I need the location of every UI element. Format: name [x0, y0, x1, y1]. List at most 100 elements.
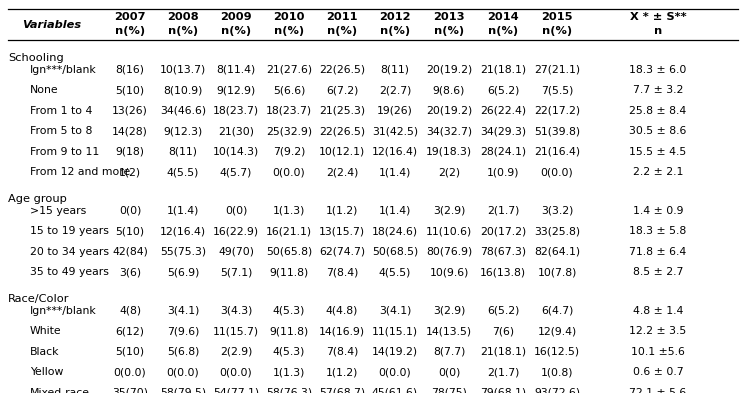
Text: 3(2.9): 3(2.9) — [433, 306, 466, 316]
Text: 7.7 ± 3.2: 7.7 ± 3.2 — [633, 85, 683, 95]
Text: 35 to 49 years: 35 to 49 years — [30, 267, 109, 277]
Text: 2011: 2011 — [326, 11, 358, 22]
Text: 18(24.6): 18(24.6) — [372, 226, 418, 237]
Text: 3(3.2): 3(3.2) — [541, 206, 573, 216]
Text: 18.3 ± 6.0: 18.3 ± 6.0 — [630, 65, 686, 75]
Text: 11(15.7): 11(15.7) — [213, 327, 259, 336]
Text: 31(42.5): 31(42.5) — [372, 127, 418, 136]
Text: 35(70): 35(70) — [112, 388, 148, 393]
Text: 2(2.4): 2(2.4) — [326, 167, 358, 177]
Text: 80(76.9): 80(76.9) — [426, 247, 472, 257]
Text: 6(5.2): 6(5.2) — [487, 306, 519, 316]
Text: 45(61.6): 45(61.6) — [372, 388, 418, 393]
Text: 9(11.8): 9(11.8) — [269, 267, 309, 277]
Text: 2(2): 2(2) — [438, 167, 460, 177]
Text: 8(11): 8(11) — [169, 147, 198, 157]
Text: 4(5.5): 4(5.5) — [379, 267, 411, 277]
Text: 1(1.3): 1(1.3) — [273, 206, 305, 216]
Text: Race/Color: Race/Color — [8, 294, 69, 304]
Text: 8(11.4): 8(11.4) — [216, 65, 256, 75]
Text: 2(1.7): 2(1.7) — [487, 367, 519, 377]
Text: 4(4.8): 4(4.8) — [326, 306, 358, 316]
Text: n(%): n(%) — [168, 26, 198, 35]
Text: 2(1.7): 2(1.7) — [487, 206, 519, 216]
Text: 5(10): 5(10) — [116, 85, 145, 95]
Text: n(%): n(%) — [542, 26, 572, 35]
Text: From 1 to 4: From 1 to 4 — [30, 106, 93, 116]
Text: 19(26): 19(26) — [377, 106, 413, 116]
Text: 93(72.6): 93(72.6) — [534, 388, 580, 393]
Text: 58(76.3): 58(76.3) — [266, 388, 312, 393]
Text: 10.1 ±5.6: 10.1 ±5.6 — [631, 347, 685, 357]
Text: 18(23.7): 18(23.7) — [213, 106, 259, 116]
Text: Ign***/blank: Ign***/blank — [30, 65, 97, 75]
Text: 16(12.5): 16(12.5) — [534, 347, 580, 357]
Text: 2(2.9): 2(2.9) — [220, 347, 252, 357]
Text: 11(10.6): 11(10.6) — [426, 226, 472, 237]
Text: 34(29.3): 34(29.3) — [480, 127, 526, 136]
Text: 26(22.4): 26(22.4) — [480, 106, 526, 116]
Text: 20(17.2): 20(17.2) — [480, 226, 526, 237]
Text: 1(0.8): 1(0.8) — [541, 367, 573, 377]
Text: 30.5 ± 8.6: 30.5 ± 8.6 — [630, 127, 686, 136]
Text: 1(1.2): 1(1.2) — [326, 206, 358, 216]
Text: Yellow: Yellow — [30, 367, 63, 377]
Text: 11(15.1): 11(15.1) — [372, 327, 418, 336]
Text: 1(0.9): 1(0.9) — [486, 167, 519, 177]
Text: 50(65.8): 50(65.8) — [266, 247, 312, 257]
Text: 22(26.5): 22(26.5) — [319, 65, 365, 75]
Text: 19(18.3): 19(18.3) — [426, 147, 472, 157]
Text: 12(16.4): 12(16.4) — [372, 147, 418, 157]
Text: 28(24.1): 28(24.1) — [480, 147, 526, 157]
Text: 4(5.3): 4(5.3) — [273, 306, 305, 316]
Text: From 12 and more: From 12 and more — [30, 167, 131, 177]
Text: 5(10): 5(10) — [116, 226, 145, 237]
Text: 0(0): 0(0) — [225, 206, 247, 216]
Text: 78(75): 78(75) — [431, 388, 467, 393]
Text: 13(15.7): 13(15.7) — [319, 226, 365, 237]
Text: 2.2 ± 2.1: 2.2 ± 2.1 — [633, 167, 683, 177]
Text: 4(5.5): 4(5.5) — [167, 167, 199, 177]
Text: 54(77.1): 54(77.1) — [213, 388, 259, 393]
Text: 14(13.5): 14(13.5) — [426, 327, 472, 336]
Text: 3(4.1): 3(4.1) — [379, 306, 411, 316]
Text: 34(46.6): 34(46.6) — [160, 106, 206, 116]
Text: From 9 to 11: From 9 to 11 — [30, 147, 99, 157]
Text: 0(0): 0(0) — [119, 206, 141, 216]
Text: 57(68.7): 57(68.7) — [319, 388, 365, 393]
Text: 49(70): 49(70) — [218, 247, 254, 257]
Text: 0(0.0): 0(0.0) — [166, 367, 199, 377]
Text: Age group: Age group — [8, 194, 67, 204]
Text: 3(6): 3(6) — [119, 267, 141, 277]
Text: 16(13.8): 16(13.8) — [480, 267, 526, 277]
Text: 21(25.3): 21(25.3) — [319, 106, 365, 116]
Text: 79(68.1): 79(68.1) — [480, 388, 526, 393]
Text: 4(8): 4(8) — [119, 306, 141, 316]
Text: 9(8.6): 9(8.6) — [433, 85, 466, 95]
Text: 15 to 19 years: 15 to 19 years — [30, 226, 109, 237]
Text: 20(19.2): 20(19.2) — [426, 106, 472, 116]
Text: 6(4.7): 6(4.7) — [541, 306, 573, 316]
Text: 0.6 ± 0.7: 0.6 ± 0.7 — [633, 367, 683, 377]
Text: 7(9.2): 7(9.2) — [273, 147, 305, 157]
Text: 10(12.1): 10(12.1) — [319, 147, 365, 157]
Text: 18.3 ± 5.8: 18.3 ± 5.8 — [630, 226, 686, 237]
Text: 4.8 ± 1.4: 4.8 ± 1.4 — [633, 306, 683, 316]
Text: 0(0.0): 0(0.0) — [272, 167, 305, 177]
Text: Black: Black — [30, 347, 60, 357]
Text: 8(16): 8(16) — [116, 65, 145, 75]
Text: 2(2.7): 2(2.7) — [379, 85, 411, 95]
Text: 2013: 2013 — [433, 11, 465, 22]
Text: 5(6.9): 5(6.9) — [167, 267, 199, 277]
Text: 14(19.2): 14(19.2) — [372, 347, 418, 357]
Text: 78(67.3): 78(67.3) — [480, 247, 526, 257]
Text: 8.5 ± 2.7: 8.5 ± 2.7 — [633, 267, 683, 277]
Text: 7(8.4): 7(8.4) — [326, 267, 358, 277]
Text: n: n — [654, 26, 662, 35]
Text: 16(22.9): 16(22.9) — [213, 226, 259, 237]
Text: 34(32.7): 34(32.7) — [426, 127, 472, 136]
Text: 0(0): 0(0) — [438, 367, 460, 377]
Text: 0(0.0): 0(0.0) — [219, 367, 252, 377]
Text: 13(26): 13(26) — [112, 106, 148, 116]
Text: 16(21.1): 16(21.1) — [266, 226, 312, 237]
